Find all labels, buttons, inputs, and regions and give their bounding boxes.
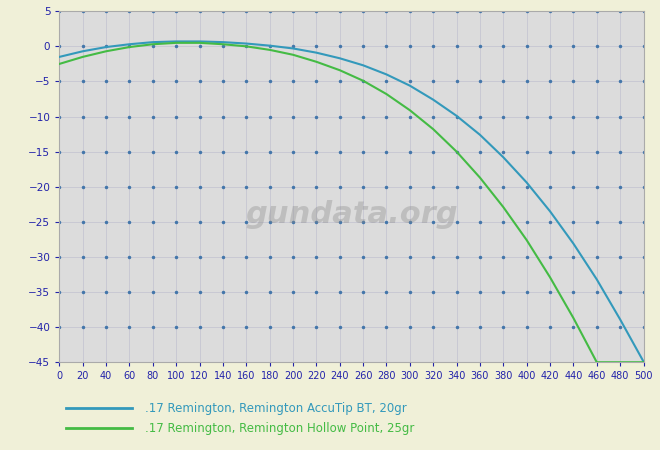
Text: .17 Remington, Remington AccuTip BT, 20gr: .17 Remington, Remington AccuTip BT, 20g…: [145, 402, 407, 414]
Text: .17 Remington, Remington Hollow Point, 25gr: .17 Remington, Remington Hollow Point, 2…: [145, 422, 414, 435]
Text: gundata.org: gundata.org: [245, 200, 458, 230]
